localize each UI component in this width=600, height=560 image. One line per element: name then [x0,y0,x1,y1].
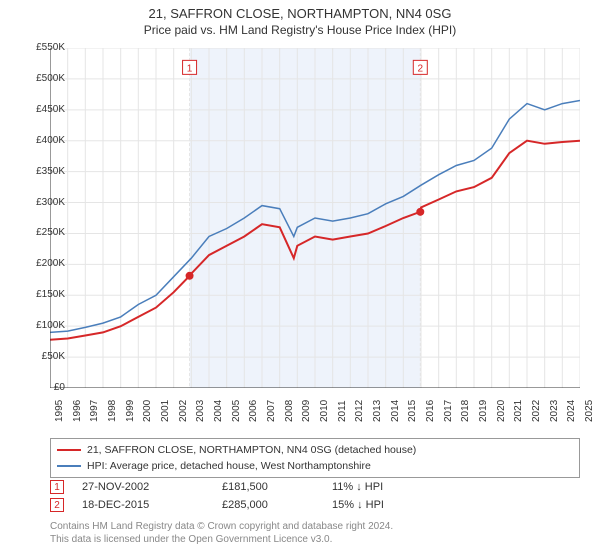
table-row: 2 18-DEC-2015 £285,000 15% ↓ HPI [50,496,580,514]
x-tick-label: 2022 [531,400,542,422]
transaction-price: £181,500 [222,481,332,493]
x-tick-label: 2012 [354,400,365,422]
transaction-date: 27-NOV-2002 [82,481,222,493]
legend-swatch [57,449,81,451]
y-tick-label: £0 [20,382,65,393]
x-tick-label: 2019 [478,400,489,422]
x-tick-label: 2005 [231,400,242,422]
x-tick-label: 2015 [407,400,418,422]
chart-plot-area: 12 [50,48,580,388]
x-tick-label: 1995 [54,400,65,422]
legend-swatch [57,465,81,467]
svg-text:1: 1 [187,63,193,74]
transaction-pct: 11% ↓ HPI [332,481,442,493]
table-row: 1 27-NOV-2002 £181,500 11% ↓ HPI [50,478,580,496]
y-tick-label: £100K [20,320,65,331]
x-tick-label: 2001 [160,400,171,422]
x-tick-label: 2020 [496,400,507,422]
x-tick-label: 2024 [566,400,577,422]
transaction-pct: 15% ↓ HPI [332,499,442,511]
y-tick-label: £250K [20,227,65,238]
transaction-date: 18-DEC-2015 [82,499,222,511]
x-tick-label: 2007 [266,400,277,422]
x-tick-label: 2003 [195,400,206,422]
transaction-marker: 1 [50,480,64,494]
x-tick-label: 2010 [319,400,330,422]
x-tick-label: 1998 [107,400,118,422]
x-tick-label: 2000 [142,400,153,422]
x-tick-label: 2018 [460,400,471,422]
x-tick-label: 2013 [372,400,383,422]
legend-item: 21, SAFFRON CLOSE, NORTHAMPTON, NN4 0SG … [57,442,573,458]
y-tick-label: £400K [20,135,65,146]
x-tick-label: 1999 [125,400,136,422]
y-tick-label: £350K [20,166,65,177]
chart-subtitle: Price paid vs. HM Land Registry's House … [0,23,600,37]
title-block: 21, SAFFRON CLOSE, NORTHAMPTON, NN4 0SG … [0,0,600,37]
y-tick-label: £500K [20,73,65,84]
footer-line: Contains HM Land Registry data © Crown c… [50,520,580,533]
x-tick-label: 2008 [284,400,295,422]
x-tick-label: 2009 [301,400,312,422]
x-tick-label: 2002 [178,400,189,422]
x-tick-label: 2011 [337,400,348,422]
legend-item: HPI: Average price, detached house, West… [57,458,573,474]
chart-title: 21, SAFFRON CLOSE, NORTHAMPTON, NN4 0SG [0,6,600,21]
y-tick-label: £150K [20,289,65,300]
x-tick-label: 2021 [513,400,524,422]
chart-container: 21, SAFFRON CLOSE, NORTHAMPTON, NN4 0SG … [0,0,600,560]
x-tick-label: 2014 [390,400,401,422]
transaction-table: 1 27-NOV-2002 £181,500 11% ↓ HPI 2 18-DE… [50,478,580,514]
x-tick-label: 2025 [584,400,595,422]
transaction-marker-id: 1 [54,482,60,493]
y-tick-label: £450K [20,104,65,115]
transaction-price: £285,000 [222,499,332,511]
chart-svg: 12 [50,48,580,388]
y-tick-label: £550K [20,42,65,53]
x-tick-label: 2006 [248,400,259,422]
x-tick-label: 1997 [89,400,100,422]
x-tick-label: 2016 [425,400,436,422]
x-tick-label: 1996 [72,400,83,422]
svg-text:2: 2 [418,63,424,74]
transaction-marker-id: 2 [54,500,60,511]
footer: Contains HM Land Registry data © Crown c… [50,520,580,546]
y-tick-label: £50K [20,351,65,362]
y-tick-label: £300K [20,197,65,208]
legend-label: HPI: Average price, detached house, West… [87,460,371,472]
x-tick-label: 2004 [213,400,224,422]
y-tick-label: £200K [20,258,65,269]
legend-label: 21, SAFFRON CLOSE, NORTHAMPTON, NN4 0SG … [87,444,416,456]
footer-line: This data is licensed under the Open Gov… [50,533,580,546]
legend: 21, SAFFRON CLOSE, NORTHAMPTON, NN4 0SG … [50,438,580,478]
x-tick-label: 2017 [443,400,454,422]
x-tick-label: 2023 [549,400,560,422]
transaction-marker: 2 [50,498,64,512]
